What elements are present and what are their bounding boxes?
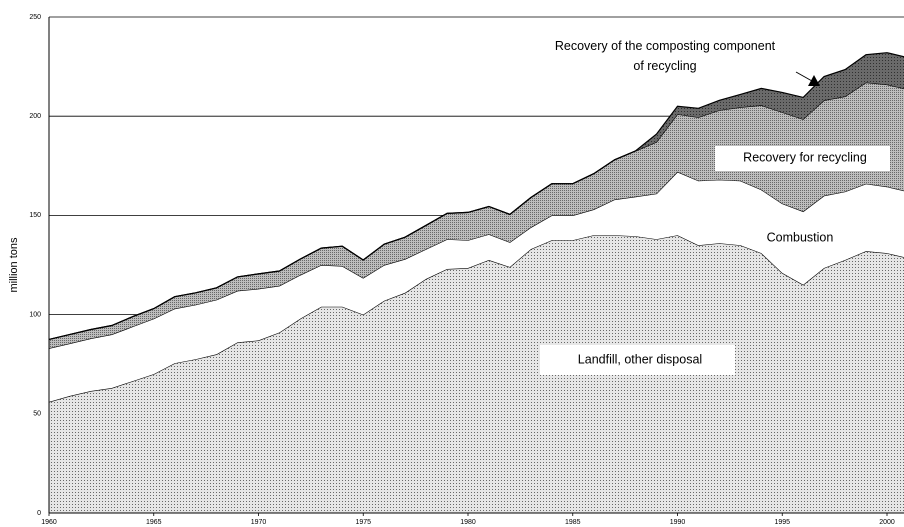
x-tick-label: 1985: [565, 519, 581, 526]
series-label: Combustion: [767, 230, 834, 244]
label-box: [715, 146, 890, 171]
area-texture: [49, 82, 904, 349]
y-tick-label: 50: [33, 411, 41, 418]
x-tick-label: 1965: [146, 519, 162, 526]
x-tick-label: 1960: [41, 519, 57, 526]
label-line: of recycling: [633, 59, 696, 73]
x-tick-label: 1990: [670, 519, 686, 526]
x-tick-label: 2000: [879, 519, 895, 526]
area-edge: [48, 52, 904, 340]
series-label: Recovery of the composting component of r…: [555, 39, 776, 73]
area: [49, 171, 904, 402]
arrow-shaft: [795, 71, 813, 82]
label-box: [540, 345, 735, 375]
x-tick-label: 1995: [774, 519, 790, 526]
x-tick-label: 1975: [355, 519, 371, 526]
arrow-head: [808, 75, 820, 86]
area-texture: [49, 235, 904, 513]
y-tick-label: 100: [29, 311, 41, 318]
y-tick-label: 200: [29, 113, 41, 120]
x-tick-label: 1970: [251, 519, 267, 526]
label-line: Recovery of the composting component: [555, 39, 776, 53]
series-label: Recovery for recycling: [743, 150, 867, 164]
y-tick-label: 150: [29, 212, 41, 219]
y-tick-label: 250: [29, 14, 41, 21]
y-axis-label: million tons: [8, 237, 20, 293]
series-label: Landfill, other disposal: [578, 352, 702, 366]
plot-area: [48, 16, 904, 514]
x-tick-label: 1980: [460, 519, 476, 526]
y-tick-label: 0: [37, 510, 41, 517]
